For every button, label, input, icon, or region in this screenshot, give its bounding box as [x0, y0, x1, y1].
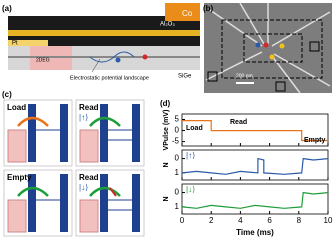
scale-label: 200 nm — [236, 73, 253, 79]
barrier — [132, 104, 140, 162]
contact — [275, 81, 286, 92]
y-tick-label: 1 — [175, 202, 180, 211]
arrow — [109, 187, 117, 197]
y-axis-label: VPulse (mV) — [163, 110, 170, 151]
gate-electrodes — [205, 2, 331, 94]
gate-pad — [8, 40, 48, 46]
box-label: Empty — [7, 173, 32, 182]
reservoir — [7, 199, 27, 233]
dashed-box — [221, 19, 323, 79]
x-tick-label: 10 — [324, 216, 333, 225]
barrier — [28, 174, 36, 232]
panel-b: 200 nm (b) — [203, 2, 332, 94]
reservoir — [79, 129, 99, 163]
x-axis-label: Time (ms) — [236, 228, 274, 237]
dot — [269, 54, 275, 60]
arrow — [89, 186, 121, 197]
barrier — [60, 174, 68, 232]
dashed-box — [243, 33, 303, 63]
cap — [165, 3, 200, 21]
box-label: Read — [79, 173, 99, 182]
barrier — [132, 174, 140, 232]
spin-label: |↓⟩ — [79, 183, 88, 192]
gate-strip — [8, 30, 200, 36]
plot-frame — [181, 183, 329, 215]
reservoir — [7, 129, 27, 163]
y-tick-label: 0 — [175, 126, 180, 135]
dot — [263, 42, 269, 48]
label: SiGe — [178, 74, 192, 80]
spin-label: |↑⟩ — [79, 113, 88, 122]
y-tick-label: -5 — [172, 137, 180, 146]
panel-label: (b) — [203, 4, 214, 13]
y-axis-label: N — [163, 162, 170, 167]
potential — [89, 51, 135, 63]
dot — [279, 43, 285, 49]
plot-frame — [181, 149, 329, 181]
boxes: Load Read|↑⟩Empty Read|↓⟩ — [3, 99, 145, 237]
trace — [181, 191, 329, 209]
plot-frame — [181, 113, 329, 147]
trace — [181, 157, 329, 175]
panel-a: (a) Co Al₂O₃ Pt 2DEG Electrostatic poten… — [2, 3, 200, 81]
label: Co — [182, 9, 193, 18]
barrier — [100, 104, 108, 162]
reservoir — [79, 199, 99, 233]
barrier — [28, 104, 36, 162]
y-tick-label: 1 — [175, 168, 180, 177]
y-tick-label: 0 — [175, 188, 180, 197]
panel-c: (c) Load Read|↑⟩Empty Read|↓⟩ — [2, 90, 145, 237]
y-tick-label: 0 — [175, 154, 180, 163]
y-tick-label: 5 — [175, 115, 180, 124]
y-axis-label: N — [163, 196, 170, 201]
contact — [309, 41, 320, 52]
x-tick-label: 0 — [180, 216, 185, 225]
label: 2DEG — [36, 57, 50, 63]
electron — [115, 57, 121, 63]
box-label: Read — [79, 103, 99, 112]
x-tick-label: 4 — [238, 216, 243, 225]
barrier — [100, 174, 108, 232]
contact — [207, 71, 218, 82]
annotation: Electrostatic potential landscape — [70, 75, 149, 81]
dot — [255, 42, 261, 48]
panel-label: (d) — [160, 99, 171, 108]
annotation: Empty — [304, 137, 326, 144]
trace — [182, 120, 328, 142]
scale-bar — [236, 82, 254, 84]
x-tick-label: 8 — [297, 216, 302, 225]
arrow — [89, 116, 121, 127]
barrier — [60, 104, 68, 162]
annotation: Load — [186, 125, 203, 132]
series-label: |↓⟩ — [186, 185, 195, 194]
arrow — [17, 116, 49, 127]
x-tick-label: 2 — [209, 216, 214, 225]
arrow — [17, 186, 49, 197]
label: Pt — [12, 41, 18, 47]
pointer — [91, 58, 101, 73]
electron — [142, 54, 148, 60]
series-label: |↑⟩ — [186, 151, 195, 160]
box-label: Load — [7, 103, 26, 112]
panel-label: (a) — [2, 4, 12, 13]
panel-label: (c) — [2, 90, 12, 99]
label: Al₂O₃ — [160, 22, 175, 28]
annotation: Read — [230, 119, 247, 126]
x-tick-label: 6 — [267, 216, 272, 225]
